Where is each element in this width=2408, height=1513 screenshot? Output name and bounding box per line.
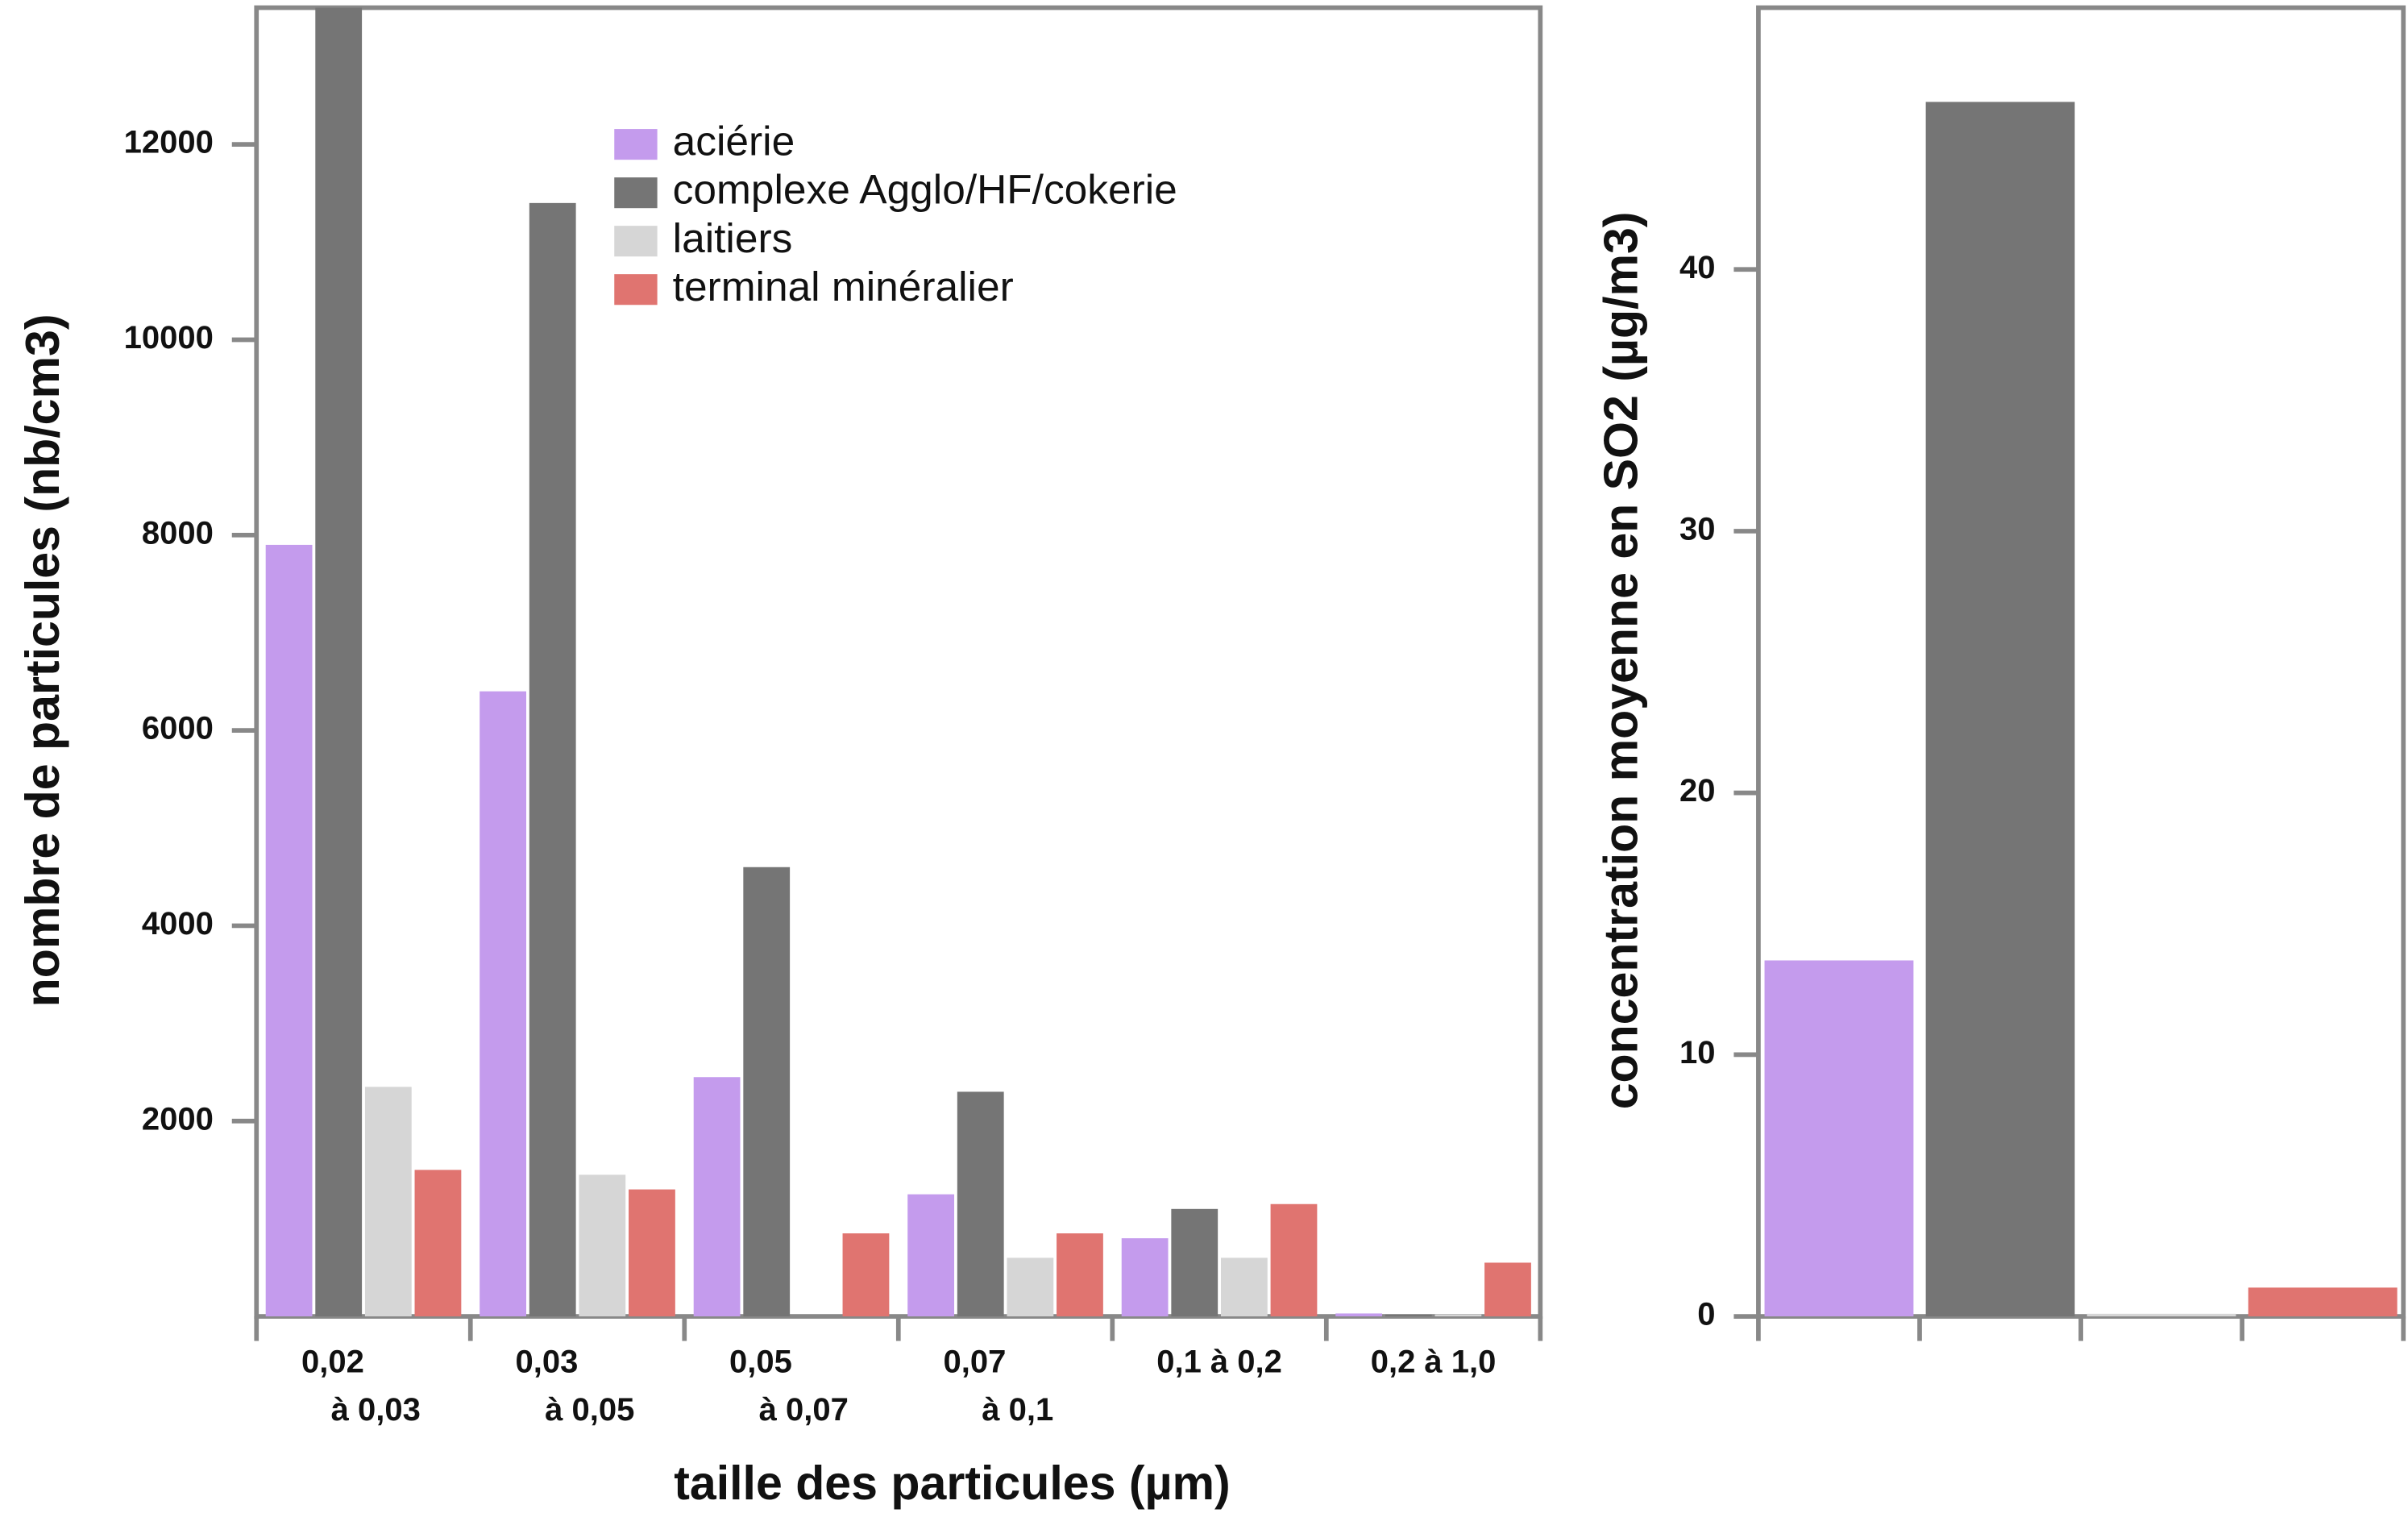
legend-label: laitiers: [673, 214, 793, 261]
bar: [579, 1174, 626, 1317]
y-tick-label: 40: [1679, 250, 1716, 285]
bar: [315, 7, 363, 1317]
bar: [2248, 1287, 2398, 1317]
bar: [529, 202, 576, 1317]
y-tick-label: 10000: [124, 320, 214, 355]
x-tick-label: 0,02: [301, 1345, 364, 1380]
bar: [629, 1189, 675, 1317]
x-tick-label: 0,2 à 1,0: [1371, 1345, 1497, 1380]
y-tick-label: 4000: [142, 906, 214, 941]
bar: [1335, 1313, 1383, 1317]
bar: [1121, 1238, 1169, 1317]
bar: [957, 1091, 1004, 1317]
bar: [842, 1233, 890, 1317]
legend-swatch: [614, 274, 658, 306]
legend-label: aciérie: [673, 118, 795, 164]
y-tick-label: 30: [1679, 512, 1716, 547]
x-tick-label: à 0,1: [982, 1392, 1053, 1428]
bar: [1484, 1262, 1531, 1317]
x-tick-label: 0,05: [729, 1345, 792, 1380]
bar: [1925, 102, 2075, 1317]
bar: [693, 1077, 741, 1317]
bar: [1764, 960, 1914, 1317]
bar: [1385, 1314, 1432, 1317]
y-tick-label: 10: [1679, 1035, 1716, 1070]
bar: [743, 867, 791, 1317]
legend-label: complexe Agglo/HF/cokerie: [673, 166, 1177, 213]
bar: [1057, 1233, 1103, 1317]
x-tick-label: à 0,07: [759, 1392, 849, 1428]
y-tick-label: 2000: [142, 1101, 214, 1137]
x-tick-label: 0,07: [944, 1345, 1007, 1380]
bar: [1171, 1208, 1219, 1317]
x-tick-label: à 0,05: [545, 1392, 634, 1428]
y-tick-label: 8000: [142, 515, 214, 551]
bar: [414, 1170, 462, 1317]
bar: [2086, 1313, 2236, 1317]
bar: [1220, 1257, 1268, 1317]
y-axis-title: concentration moyenne en SO2 (µg/m3): [1595, 212, 1648, 1110]
legend-swatch: [614, 129, 658, 160]
x-tick-label: 0,1 à 0,2: [1156, 1345, 1282, 1380]
y-tick-label: 6000: [142, 711, 214, 746]
x-tick-label: à 0,03: [331, 1392, 421, 1428]
bar: [364, 1087, 412, 1317]
bar: [480, 691, 527, 1317]
y-tick-label: 12000: [124, 125, 214, 160]
y-tick-label: 0: [1697, 1297, 1715, 1332]
y-axis-title: nombre de particules (nb/cm3): [16, 314, 69, 1007]
x-axis-title: taille des particules (µm): [674, 1457, 1231, 1510]
bar: [1434, 1314, 1482, 1317]
legend-swatch: [614, 177, 658, 209]
bar: [907, 1194, 955, 1317]
y-tick-label: 20: [1679, 773, 1716, 808]
bar: [1270, 1203, 1318, 1317]
legend-label: terminal minéralier: [673, 263, 1014, 310]
legend-swatch: [614, 226, 658, 257]
bar: [1007, 1257, 1054, 1317]
x-tick-label: 0,03: [515, 1345, 578, 1380]
bar: [265, 544, 313, 1317]
